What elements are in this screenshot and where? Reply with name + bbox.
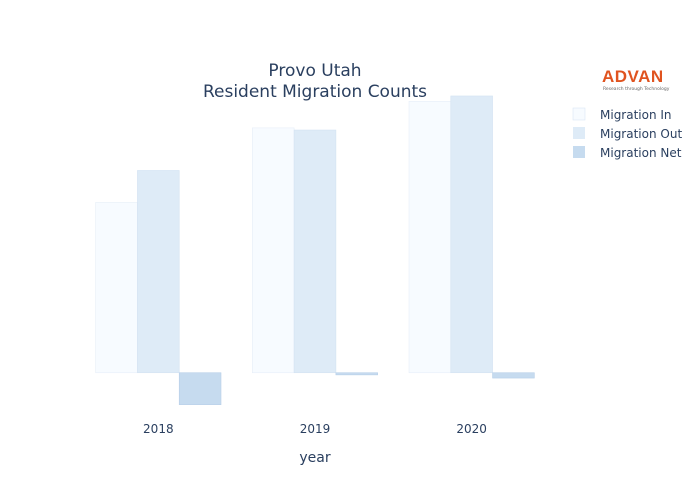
bar-migration-in-2019[interactable] (252, 127, 295, 374)
bar-migration-net-2018[interactable] (178, 372, 222, 405)
bar-migration-in-2018[interactable] (95, 202, 138, 374)
x-tick-label-2020: 2020 (456, 422, 487, 436)
chart-title-line-2: Resident Migration Counts (203, 82, 427, 102)
legend-label-migration-in: Migration In (600, 108, 672, 122)
bar-migration-out-2019[interactable] (293, 129, 337, 374)
bar-migration-out-2018[interactable] (137, 170, 180, 374)
advan-logo-wordmark: ADVAN (602, 67, 664, 86)
legend-label-migration-net: Migration Net (600, 146, 682, 160)
legend-item-migration-in[interactable]: Migration In (572, 107, 672, 122)
bar-migration-net-2020[interactable] (492, 372, 535, 379)
bar-migration-in-2020[interactable] (408, 100, 452, 374)
bar-migration-out-2020[interactable] (450, 95, 493, 374)
legend-label-migration-out: Migration Out (600, 127, 682, 141)
legend-swatch-migration-out (573, 127, 585, 139)
plot-area: 2018 2019 2020 (95, 95, 535, 436)
legend-item-migration-net[interactable]: Migration Net (573, 146, 682, 160)
legend-swatch-migration-net (573, 146, 585, 158)
bars-layer (95, 95, 535, 405)
advan-logo-tagline: Research through Technology (603, 86, 670, 92)
x-tick-label-2018: 2018 (143, 422, 174, 436)
x-axis-title: year (299, 450, 330, 466)
legend: Migration In Migration Out Migration Net (572, 107, 682, 160)
advan-logo: ADVAN Research through Technology (602, 67, 670, 92)
x-tick-label-2019: 2019 (300, 422, 331, 436)
x-tick-labels: 2018 2019 2020 (143, 422, 487, 436)
bar-migration-net-2019[interactable] (335, 372, 378, 376)
legend-swatch-migration-in (572, 107, 586, 121)
legend-item-migration-out[interactable]: Migration Out (573, 127, 682, 141)
chart-title-line-1: Provo Utah (268, 61, 361, 81)
